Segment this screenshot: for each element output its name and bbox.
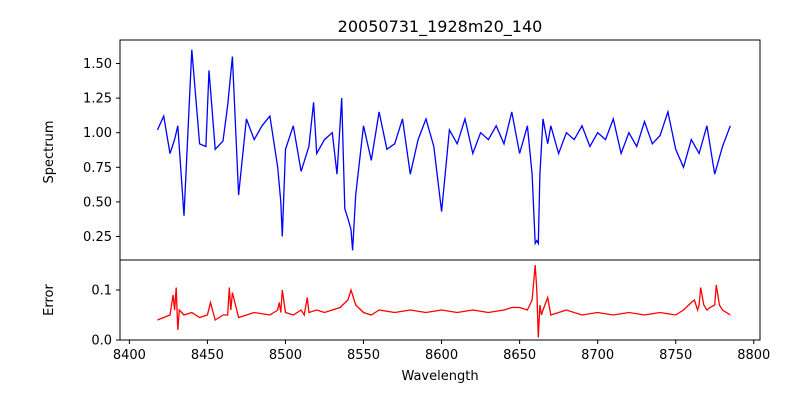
spectrum-y-tick-label: 1.00 [83, 126, 112, 141]
error-panel: Error 0.0 0.1 8400 8450 8500 8550 8600 8650 870… [42, 259, 770, 384]
spectrum-y-tick-label: 0.50 [83, 195, 112, 210]
spectrum-y-tick-label: 1.25 [83, 92, 112, 107]
spectrum-y-tick-label: 0.75 [83, 161, 112, 176]
wavelength-x-tick-label: 8400 [113, 348, 146, 363]
wavelength-x-ticks: 8400 8450 8500 8550 8600 8650 8700 8750 8800 [113, 340, 770, 363]
wavelength-x-tick-label: 8450 [191, 348, 224, 363]
chart-title: 20050731_1928m20_140 [338, 17, 543, 37]
wavelength-x-tick-label: 8500 [269, 348, 302, 363]
x-axis-label: Wavelength [401, 369, 478, 384]
wavelength-x-tick-label: 8750 [659, 348, 692, 363]
spectrum-y-ticks: 0.25 0.50 0.75 1.00 1.25 1.50 [83, 57, 120, 245]
spectrum-series-line [156, 49, 731, 251]
wavelength-x-tick-label: 8700 [581, 348, 614, 363]
wavelength-x-tick-label: 8550 [347, 348, 380, 363]
error-y-axis-label: Error [42, 284, 57, 316]
error-series-line [157, 264, 731, 338]
spectrum-y-tick-label: 1.50 [83, 57, 112, 72]
spectrum-y-tick-label: 0.25 [83, 230, 112, 245]
error-y-tick-label: 0.1 [91, 284, 112, 299]
error-axes-frame [119, 259, 761, 341]
wavelength-x-tick-label: 8800 [737, 348, 770, 363]
error-y-ticks: 0.0 0.1 [91, 284, 120, 349]
wavelength-x-tick-label: 8650 [503, 348, 536, 363]
wavelength-x-tick-label: 8600 [425, 348, 458, 363]
spectrum-y-axis-label: Spectrum [42, 121, 57, 184]
error-y-tick-label: 0.0 [91, 334, 112, 349]
